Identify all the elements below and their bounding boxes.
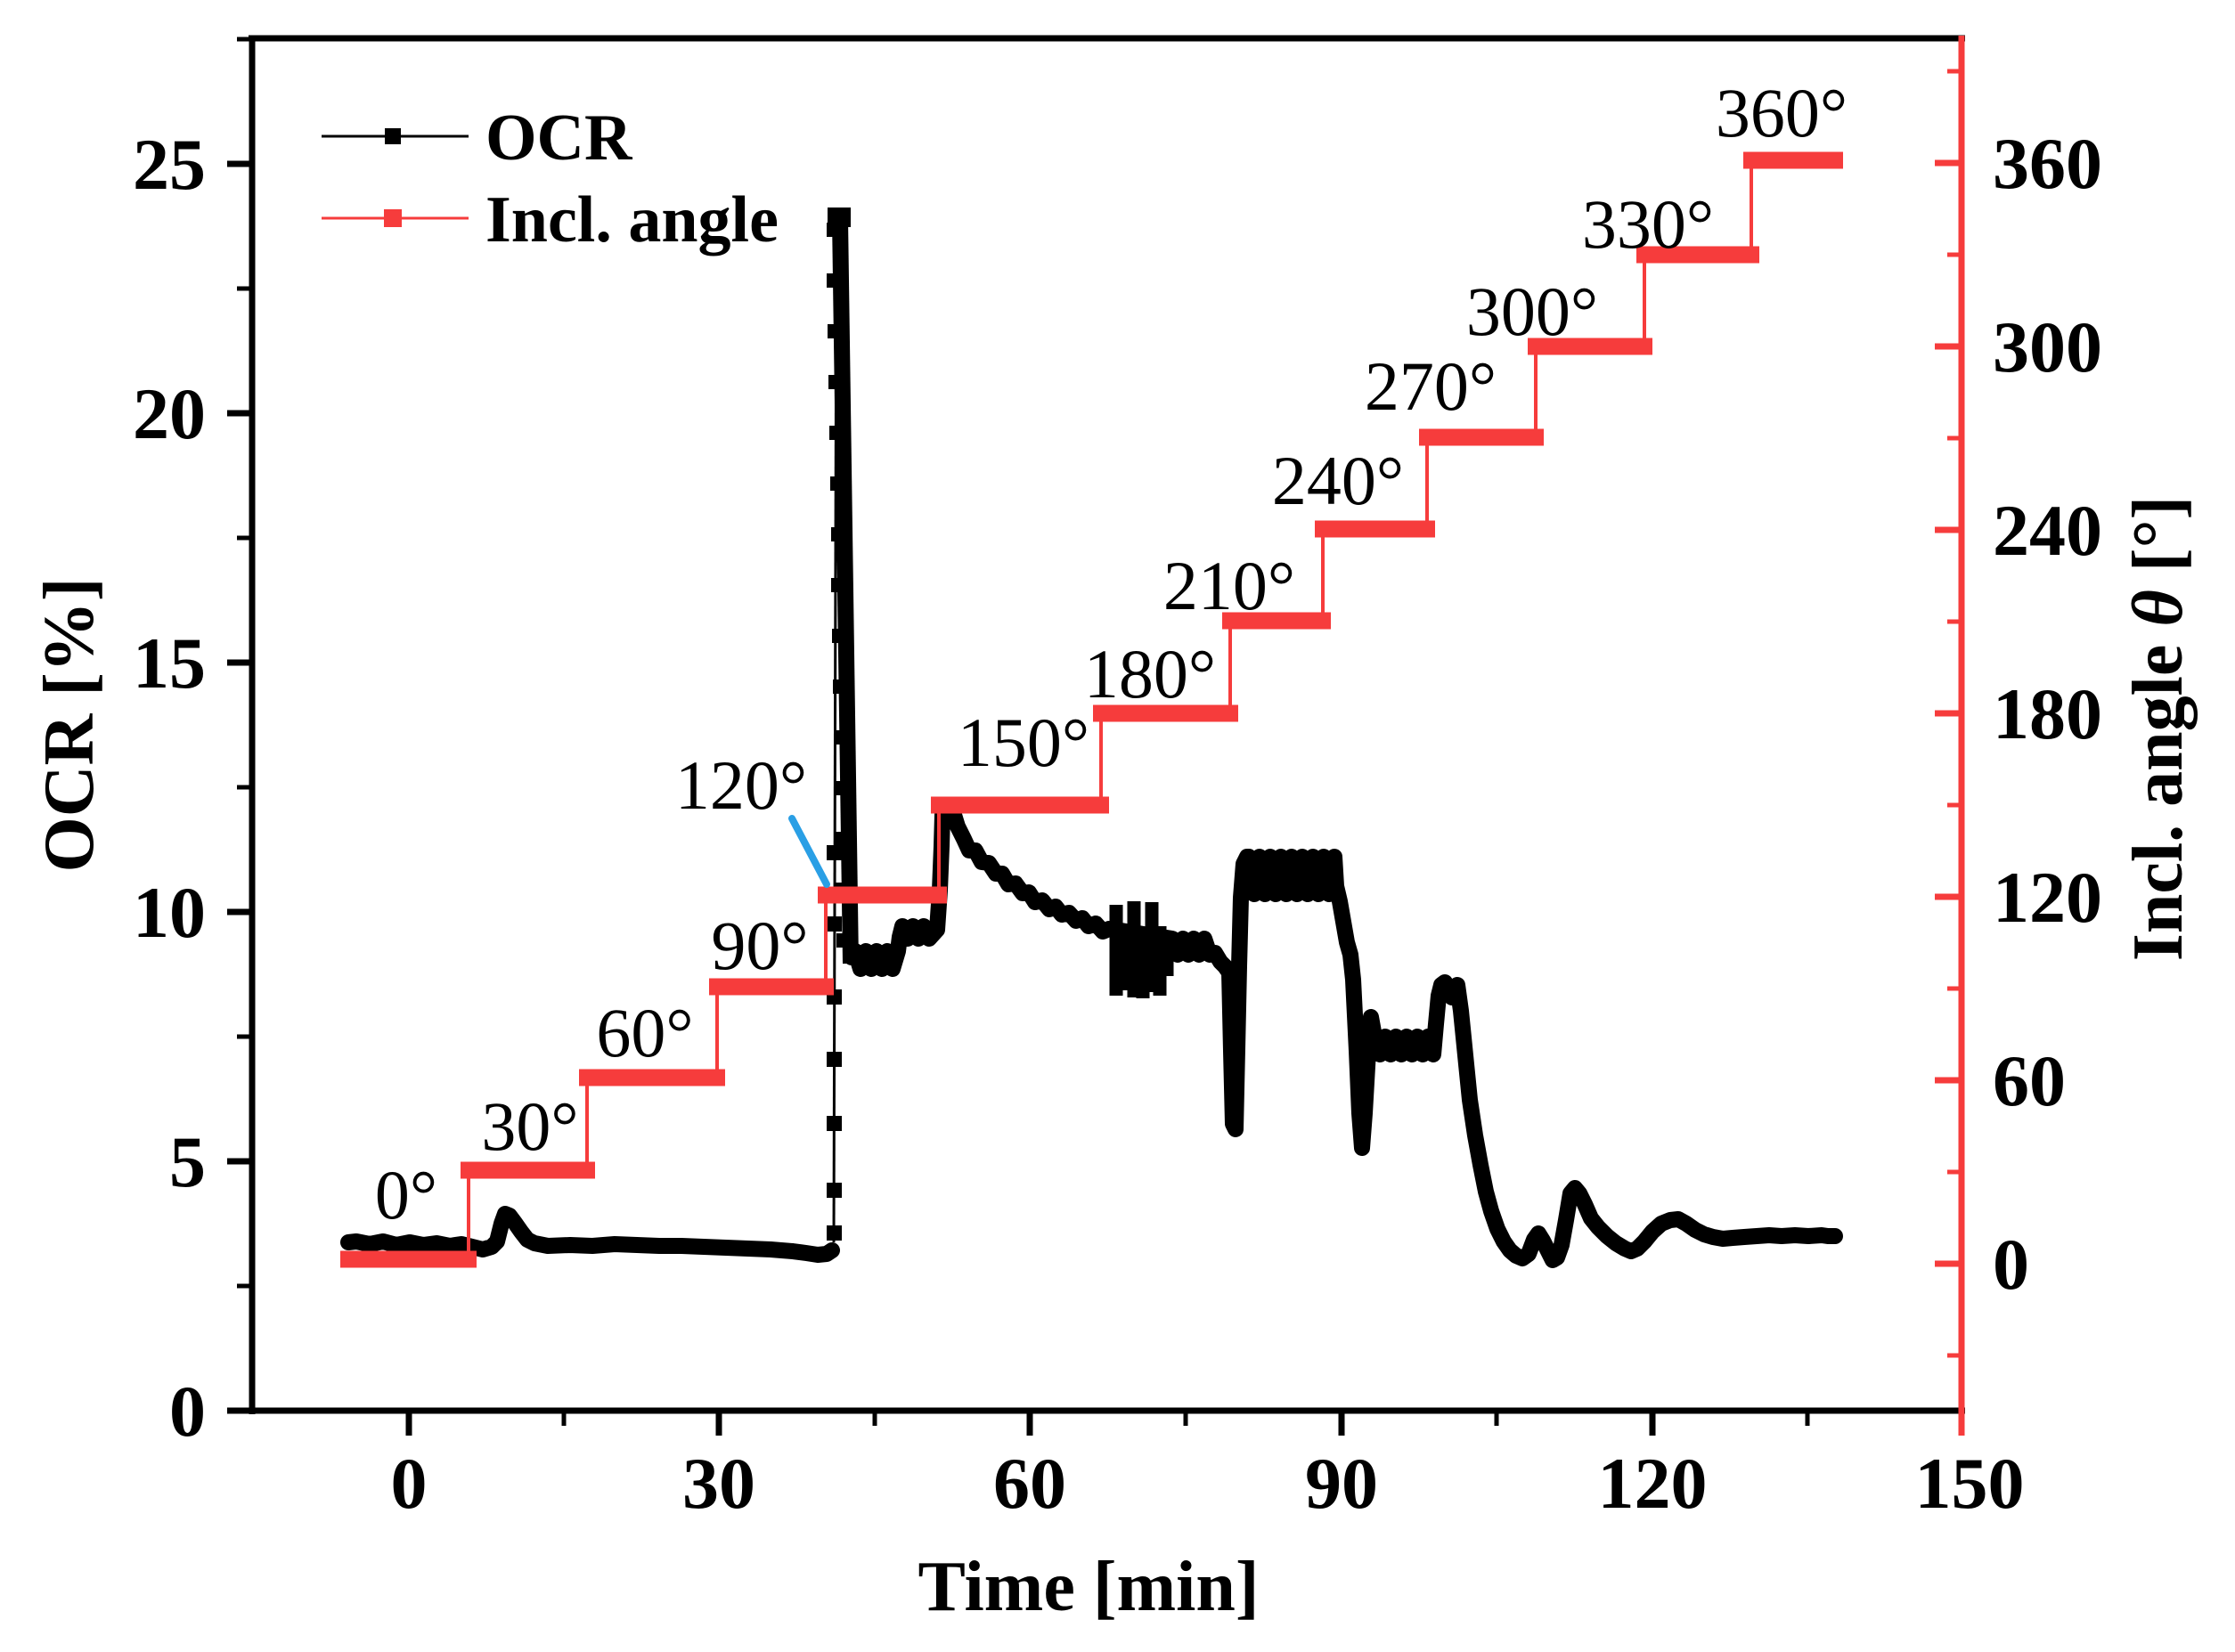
svg-text:60: 60 (1993, 1040, 2066, 1121)
svg-text:360: 360 (1993, 123, 2102, 204)
svg-text:90: 90 (1305, 1443, 1378, 1524)
svg-text:120: 120 (1993, 857, 2102, 938)
svg-text:270°: 270° (1365, 347, 1497, 425)
svg-text:Incl. angle θ [°]: Incl. angle θ [°] (2119, 496, 2198, 961)
svg-text:60: 60 (993, 1443, 1066, 1524)
svg-text:Time [min]: Time [min] (918, 1548, 1260, 1626)
svg-text:150: 150 (1915, 1443, 2025, 1524)
svg-text:30°: 30° (481, 1087, 578, 1165)
svg-text:15: 15 (133, 623, 206, 704)
svg-text:0: 0 (169, 1371, 206, 1452)
svg-text:120°: 120° (675, 746, 807, 824)
svg-text:300°: 300° (1466, 273, 1598, 350)
svg-text:60°: 60° (596, 994, 693, 1071)
svg-text:330°: 330° (1582, 185, 1714, 263)
svg-text:Incl. angle: Incl. angle (485, 183, 779, 256)
svg-text:25: 25 (133, 124, 206, 205)
svg-text:180: 180 (1993, 673, 2102, 754)
svg-text:360°: 360° (1716, 74, 1848, 151)
svg-text:20: 20 (133, 373, 206, 454)
svg-text:0°: 0° (375, 1156, 437, 1233)
svg-text:300: 300 (1993, 306, 2102, 387)
svg-text:0: 0 (1993, 1224, 2029, 1305)
svg-text:240: 240 (1993, 490, 2102, 571)
svg-text:0: 0 (391, 1443, 428, 1524)
svg-text:30: 30 (682, 1443, 755, 1524)
svg-text:OCR [%]: OCR [%] (30, 577, 109, 872)
svg-text:90°: 90° (711, 907, 808, 984)
svg-text:120: 120 (1598, 1443, 1708, 1524)
svg-text:5: 5 (169, 1121, 206, 1202)
svg-text:240°: 240° (1272, 442, 1404, 519)
svg-text:10: 10 (133, 872, 206, 953)
svg-text:180°: 180° (1084, 635, 1216, 712)
svg-text:210°: 210° (1163, 547, 1295, 624)
svg-text:OCR: OCR (485, 102, 633, 175)
svg-text:150°: 150° (958, 704, 1089, 781)
